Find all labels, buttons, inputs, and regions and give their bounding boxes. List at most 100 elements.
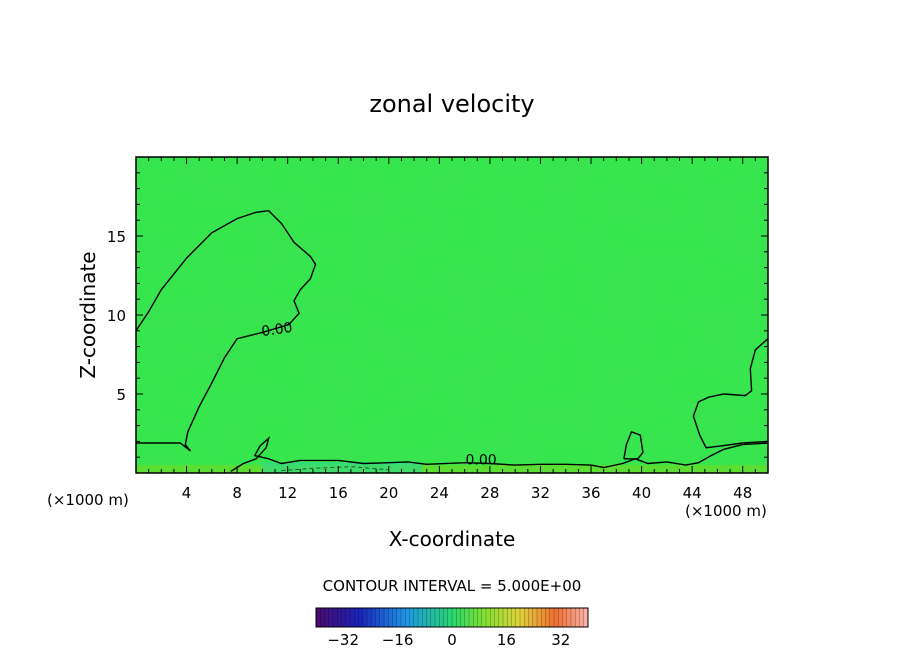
colorbar-swatch xyxy=(401,608,406,627)
x-tick-label: 16 xyxy=(329,484,348,502)
contour-lines: 0.00 0.00 xyxy=(135,209,769,472)
colorbar-swatch xyxy=(507,608,512,627)
x-tick-label: 44 xyxy=(683,484,702,502)
zero-contour-bump40 xyxy=(623,431,644,460)
colorbar-swatch xyxy=(477,608,483,627)
colorbar-swatch xyxy=(524,608,529,627)
colorbar-tick-label: −32 xyxy=(327,631,359,649)
colorbar: −32 −16 0 16 32 xyxy=(315,607,589,649)
colorbar-swatch xyxy=(515,608,521,627)
colorbar-swatch xyxy=(430,608,436,627)
colorbar-swatch xyxy=(481,608,487,627)
colorbar-swatch xyxy=(494,608,500,627)
colorbar-swatch xyxy=(566,608,572,627)
colorbar-swatch xyxy=(571,608,576,627)
colorbar-swatch xyxy=(473,608,478,627)
field-texture xyxy=(136,157,768,473)
colorbar-swatch xyxy=(452,608,457,627)
colorbar-swatch xyxy=(405,608,410,627)
colorbar-swatch xyxy=(409,608,415,627)
colorbar-swatch xyxy=(579,608,585,627)
colorbar-swatch xyxy=(447,608,453,627)
colorbar-swatch xyxy=(537,608,542,627)
colorbar-swatch xyxy=(367,608,372,627)
colorbar-swatch xyxy=(384,608,389,627)
colorbar-swatch xyxy=(464,608,470,627)
colorbar-swatch xyxy=(486,608,491,627)
colorbar-swatch xyxy=(388,608,393,627)
contour-label-lower: 0.00 xyxy=(465,452,496,468)
colorbar-swatch xyxy=(460,608,466,627)
colorbar-swatch xyxy=(418,608,423,627)
x-unit-left: (×1000 m) xyxy=(47,491,129,509)
colorbar-tick-label: 16 xyxy=(497,631,516,649)
colorbar-swatch xyxy=(575,608,580,627)
colorbar-swatch xyxy=(490,608,495,627)
colorbar-swatch xyxy=(520,608,525,627)
colorbar-swatch xyxy=(511,608,517,627)
x-tick-label: 36 xyxy=(581,484,600,502)
colorbar-swatch xyxy=(498,608,504,627)
colorbar-swatch xyxy=(549,608,555,627)
x-axis-label: X-coordinate xyxy=(389,527,516,551)
colorbar-swatch xyxy=(413,608,419,627)
colorbar-swatch xyxy=(439,608,444,627)
colorbar-swatch xyxy=(554,608,559,627)
zero-contour-left xyxy=(135,209,317,452)
negative-contour xyxy=(281,466,389,472)
colorbar-swatch xyxy=(392,608,398,627)
x-tick-label: 40 xyxy=(632,484,651,502)
colorbar-frame xyxy=(315,607,589,628)
colorbar-swatch xyxy=(545,608,551,627)
colorbar-swatch xyxy=(583,608,589,627)
x-tick-label: 28 xyxy=(480,484,499,502)
colorbar-swatch xyxy=(362,608,368,627)
colorbar-swatch xyxy=(345,608,351,627)
colorbar-swatch xyxy=(324,608,330,627)
shear-patch xyxy=(262,462,422,473)
colorbar-swatch xyxy=(396,608,402,627)
colorbar-swatch xyxy=(503,608,508,627)
y-axis-label: Z-coordinate xyxy=(76,251,100,378)
colorbar-swatch xyxy=(337,608,342,627)
x-tick-label: 24 xyxy=(430,484,449,502)
colorbar-swatch xyxy=(456,608,461,627)
colorbar-swatch xyxy=(379,608,385,627)
y-tick-label: 10 xyxy=(107,307,126,325)
colorbar-swatch xyxy=(469,608,474,627)
colorbar-swatch xyxy=(350,608,355,627)
colorbar-swatch xyxy=(320,608,325,627)
colorbar-swatch xyxy=(562,608,568,627)
colorbar-swatch xyxy=(532,608,538,627)
chart-title: zonal velocity xyxy=(369,90,534,118)
zero-contour-right xyxy=(692,338,769,449)
contour-label-upper: 0.00 xyxy=(260,320,293,340)
x-unit-right: (×1000 m) xyxy=(685,502,767,520)
zero-contour-surface xyxy=(230,436,769,472)
colorbar-tick-label: −16 xyxy=(382,631,414,649)
colorbar-swatch xyxy=(541,608,546,627)
y-tick-label: 5 xyxy=(116,386,126,404)
x-tick-label: 8 xyxy=(232,484,242,502)
x-tick-label: 20 xyxy=(379,484,398,502)
colorbar-swatch xyxy=(316,608,321,627)
colorbar-swatch xyxy=(558,608,563,627)
x-tick-label: 4 xyxy=(182,484,192,502)
colorbar-swatch xyxy=(354,608,359,627)
y-tick-label: 15 xyxy=(107,228,126,246)
contour-interval-text: CONTOUR INTERVAL = 5.000E+00 xyxy=(323,577,582,595)
x-tick-label: 32 xyxy=(531,484,550,502)
colorbar-swatch xyxy=(435,608,440,627)
velocity-field xyxy=(136,157,768,473)
colorbar-swatch xyxy=(443,608,449,627)
colorbar-swatch xyxy=(358,608,364,627)
colorbar-swatch xyxy=(333,608,338,627)
colorbar-tick-label: 0 xyxy=(447,631,457,649)
x-tick-label: 12 xyxy=(278,484,297,502)
x-tick-label: 48 xyxy=(733,484,752,502)
colorbar-swatch xyxy=(328,608,334,627)
colorbar-swatch xyxy=(528,608,534,627)
colorbar-tick-label: 32 xyxy=(551,631,570,649)
colorbar-swatch xyxy=(422,608,427,627)
